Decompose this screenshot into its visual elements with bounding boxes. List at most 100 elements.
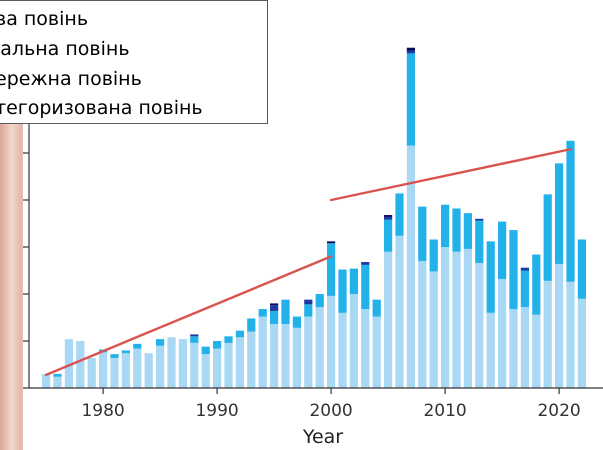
bar-1996-series-1 xyxy=(281,324,290,388)
bar-2006-series-1 xyxy=(395,235,404,388)
x-tick-label-1980: 1980 xyxy=(81,401,124,421)
bar-2005-series-3 xyxy=(384,216,393,220)
bar-2017-series-1 xyxy=(520,307,529,388)
bar-1998-series-3 xyxy=(304,299,313,305)
bar-2016-series-2 xyxy=(509,230,518,310)
bar-1997-series-2 xyxy=(292,316,301,328)
bar-1985-series-2 xyxy=(156,339,165,346)
trend-line-2 xyxy=(329,148,572,202)
chart-legend: ва повінь іальна повінь ережна повінь те… xyxy=(0,0,268,124)
bar-2007-series-2 xyxy=(406,53,415,146)
bar-2022-series-2 xyxy=(577,239,586,299)
bar-2022-series-1 xyxy=(577,298,586,388)
bar-1993-series-1 xyxy=(247,331,256,388)
bar-2018-series-2 xyxy=(532,254,541,315)
bar-1982-series-2 xyxy=(121,350,130,354)
x-tick-label-1990: 1990 xyxy=(195,401,238,421)
bar-2021-series-1 xyxy=(566,281,575,388)
bar-1997-series-1 xyxy=(292,327,301,388)
bar-1984-series-1 xyxy=(144,353,153,388)
bar-2003-series-3 xyxy=(361,262,370,265)
bar-1992-series-1 xyxy=(235,337,244,388)
bar-1995-series-3 xyxy=(270,305,279,311)
bar-1998-series-1 xyxy=(304,316,313,388)
bar-1995-series-4 xyxy=(270,303,279,306)
bar-2005-series-2 xyxy=(384,219,393,252)
bar-1991-series-2 xyxy=(224,336,233,343)
bar-2002-series-2 xyxy=(349,268,358,294)
bar-2010-series-2 xyxy=(441,204,450,247)
bar-2003-series-2 xyxy=(361,264,370,310)
bar-1989-series-2 xyxy=(201,346,210,355)
bar-1981-series-2 xyxy=(110,354,119,358)
bar-2011-series-1 xyxy=(452,251,461,388)
legend-item-1: ва повінь xyxy=(0,8,89,30)
bar-1989-series-1 xyxy=(201,354,210,388)
bar-2017-series-3 xyxy=(520,267,529,271)
bar-1987-series-1 xyxy=(178,339,187,388)
bar-1983-series-2 xyxy=(133,343,142,349)
bar-1990-series-1 xyxy=(213,348,222,388)
x-tick-label-2010: 2010 xyxy=(423,401,466,421)
bar-2013-series-2 xyxy=(475,220,484,263)
bar-2013-series-3 xyxy=(475,218,484,221)
bar-2011-series-2 xyxy=(452,208,461,252)
bar-1991-series-1 xyxy=(224,342,233,388)
bar-1982-series-1 xyxy=(121,353,130,388)
bar-1995-series-2 xyxy=(270,310,279,325)
bar-1986-series-1 xyxy=(167,337,176,388)
bar-2021-series-2 xyxy=(566,140,575,282)
bar-1990-series-2 xyxy=(213,341,222,349)
legend-item-4: тегоризована повінь xyxy=(0,97,203,119)
bar-1996-series-2 xyxy=(281,299,290,325)
bar-1995-series-1 xyxy=(270,324,279,388)
trend-lines-layer xyxy=(44,148,572,377)
x-ticks-layer: 1980 1990 2000 2010 2020 xyxy=(81,388,581,421)
bar-2019-series-1 xyxy=(543,280,552,388)
bar-1985-series-1 xyxy=(156,345,165,388)
bar-2012-series-2 xyxy=(463,213,472,249)
bar-1993-series-2 xyxy=(247,318,256,332)
bar-2013-series-1 xyxy=(475,262,484,388)
x-tick-label-2000: 2000 xyxy=(309,401,352,421)
bar-2016-series-1 xyxy=(509,309,518,388)
bar-1983-series-1 xyxy=(133,348,142,388)
bar-2009-series-2 xyxy=(429,239,438,272)
legend-item-3: ережна повінь xyxy=(0,68,142,90)
bar-2002-series-1 xyxy=(349,294,358,388)
bar-1992-series-2 xyxy=(235,330,244,338)
bar-2007-series-1 xyxy=(406,145,415,388)
bar-2004-series-2 xyxy=(372,299,381,317)
bar-2014-series-1 xyxy=(486,312,495,388)
bar-2008-series-2 xyxy=(418,206,427,262)
bar-2007-series-4 xyxy=(406,47,415,51)
bar-2000-series-1 xyxy=(327,295,336,388)
bar-2020-series-1 xyxy=(555,263,564,388)
x-tick-label-2020: 2020 xyxy=(537,401,580,421)
bar-1994-series-2 xyxy=(258,309,267,317)
bar-2000-series-2 xyxy=(327,243,336,296)
bar-1988-series-3 xyxy=(190,334,199,337)
bar-2012-series-1 xyxy=(463,248,472,388)
bar-2005-series-4 xyxy=(384,215,393,217)
bar-1994-series-1 xyxy=(258,316,267,388)
bar-2000-series-4 xyxy=(327,241,336,244)
bar-2009-series-1 xyxy=(429,271,438,388)
bar-2014-series-2 xyxy=(486,241,495,313)
bar-2019-series-2 xyxy=(543,194,552,281)
bar-2020-series-2 xyxy=(555,163,564,264)
bar-2004-series-1 xyxy=(372,316,381,388)
bar-2001-series-2 xyxy=(338,269,347,313)
bar-2006-series-2 xyxy=(395,193,404,236)
bar-1988-series-1 xyxy=(190,342,199,388)
bar-2005-series-1 xyxy=(384,251,393,388)
legend-item-2: іальна повінь xyxy=(0,38,130,60)
bar-2001-series-1 xyxy=(338,312,347,388)
bar-1999-series-1 xyxy=(315,307,324,388)
bar-1999-series-2 xyxy=(315,294,324,308)
bars-layer xyxy=(42,47,586,388)
bar-1998-series-2 xyxy=(304,304,313,317)
bar-2015-series-1 xyxy=(498,278,507,388)
bar-1975-series-1 xyxy=(42,373,51,388)
bar-2007-series-3 xyxy=(406,50,415,54)
